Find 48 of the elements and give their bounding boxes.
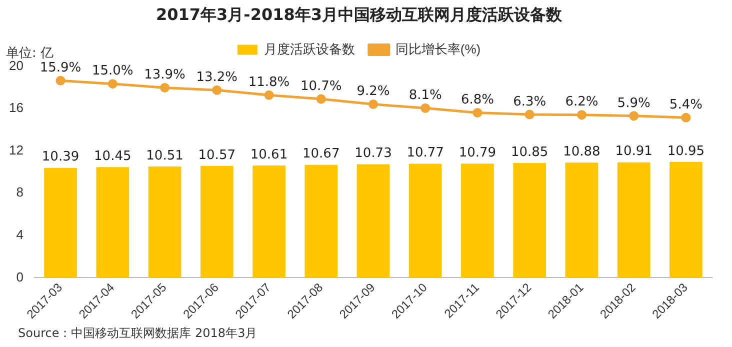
legend-label: 月度活跃设备数	[264, 41, 355, 56]
source-note: Source：中国移动互联网数据库 2018年3月	[17, 325, 258, 342]
point	[524, 110, 534, 120]
y-tick-label: 4	[16, 226, 24, 242]
data-label: 5.4%	[669, 98, 702, 113]
point	[420, 103, 430, 113]
data-label: 9.2%	[356, 84, 390, 100]
point	[316, 94, 326, 104]
y-tick-label: 12	[8, 142, 24, 158]
data-label: 10.85	[510, 144, 548, 160]
data-label: 10.88	[563, 144, 600, 160]
data-label: 5.9%	[617, 96, 650, 111]
point	[629, 111, 639, 121]
data-label: 10.79	[458, 145, 496, 160]
data-label: 10.91	[615, 144, 652, 160]
data-label: 10.67	[302, 146, 340, 162]
data-label: 11.8%	[248, 74, 290, 90]
data-label: 13.2%	[196, 70, 238, 86]
point	[576, 110, 586, 120]
data-label: 10.7%	[300, 78, 342, 94]
data-label: 6.2%	[565, 94, 598, 110]
data-label: 10.57	[198, 148, 236, 163]
point	[56, 76, 66, 86]
y-tick-label: 8	[16, 184, 24, 200]
y-tick-label: 0	[16, 269, 24, 284]
point	[160, 82, 170, 92]
point	[108, 79, 118, 89]
data-label: 10.51	[146, 148, 184, 164]
y-tick-label: 16	[8, 100, 24, 116]
data-label: 8.1%	[408, 88, 442, 104]
data-label: 13.9%	[144, 68, 186, 83]
data-label: 10.45	[94, 149, 132, 164]
legend-label: 同比增长率(%)	[395, 41, 481, 56]
data-label: 6.3%	[513, 94, 546, 110]
data-label: 10.95	[667, 144, 705, 159]
chart-title: 2017年3月-2018年3月中国移动互联网月度活跃设备数	[156, 4, 563, 24]
point	[368, 100, 378, 110]
data-label: 10.73	[354, 146, 392, 162]
data-label: 15.0%	[92, 64, 134, 79]
point	[212, 85, 222, 95]
point	[681, 112, 691, 122]
point	[472, 108, 482, 118]
data-label: 10.61	[250, 147, 288, 162]
data-label: 10.39	[42, 150, 80, 165]
data-label: 10.77	[406, 146, 444, 161]
data-label: 15.9%	[40, 60, 82, 76]
data-label: 6.8%	[460, 92, 494, 108]
point	[264, 90, 274, 100]
